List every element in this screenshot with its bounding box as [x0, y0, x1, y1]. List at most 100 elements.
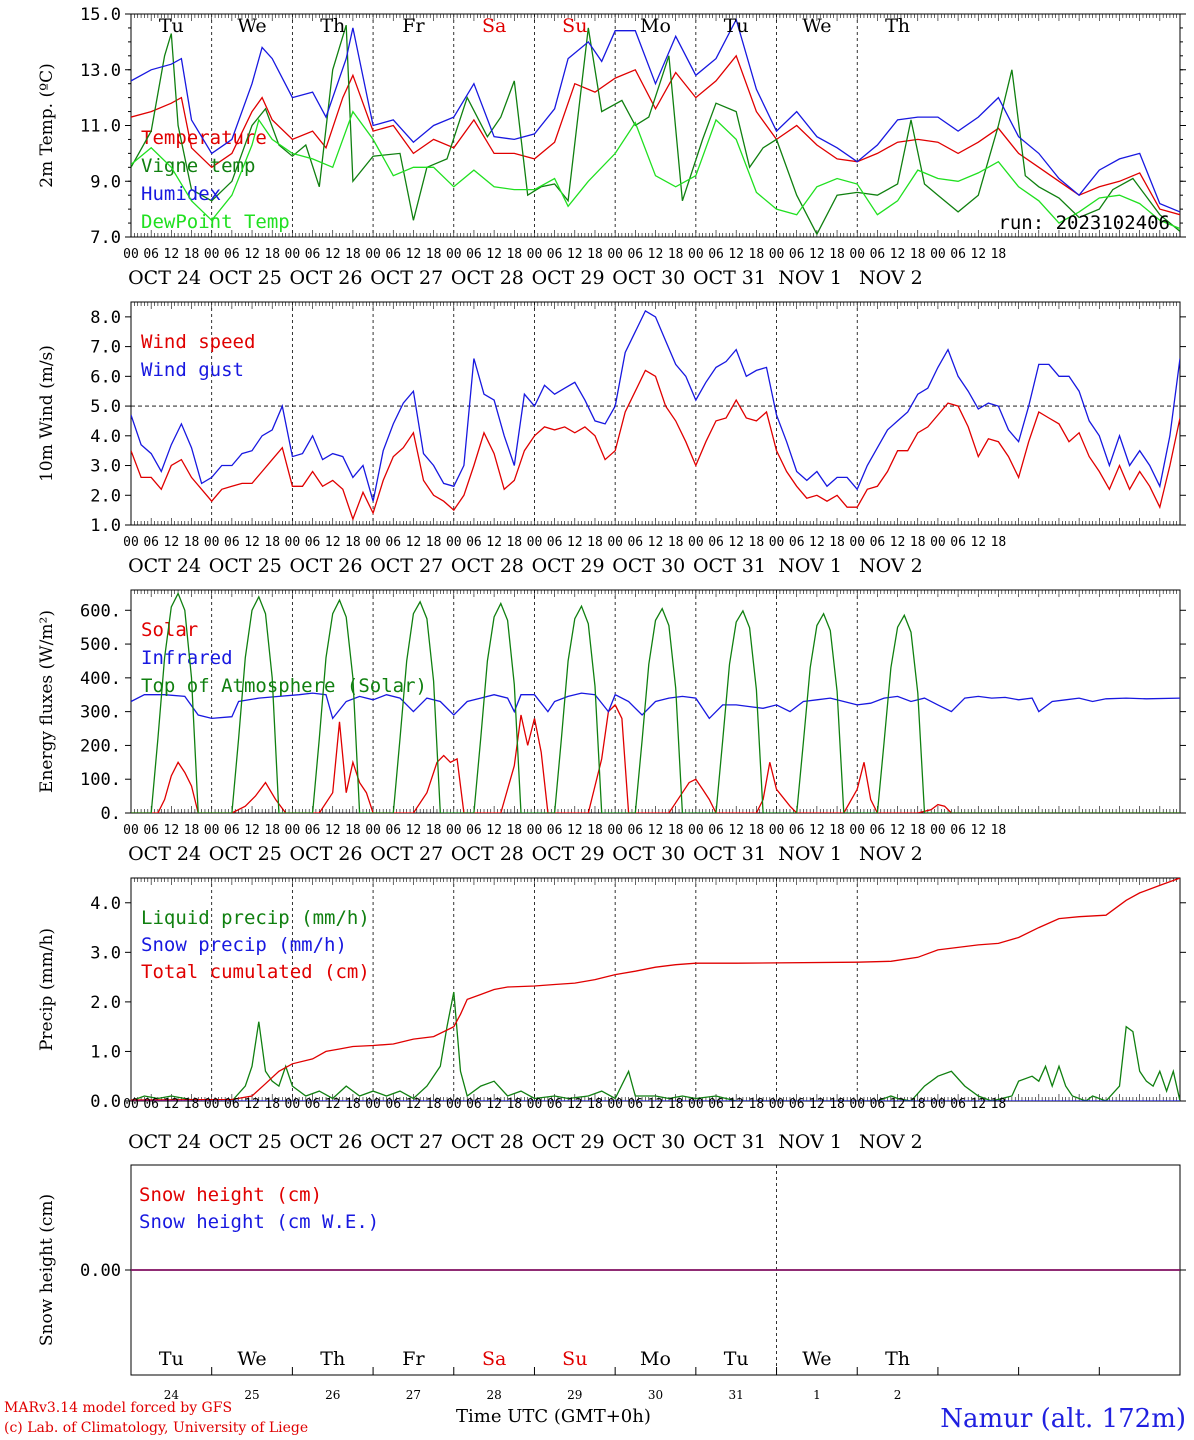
- weekday-label: Tu: [724, 15, 749, 37]
- hour-tick-label: 18: [264, 247, 280, 262]
- panel-energy: 0. 100. 200. 300. 400. 500. 600. Energy fluxes …: [37, 589, 1186, 865]
- weekday-label: Fr: [402, 15, 425, 37]
- y-tick-label: 4.0: [90, 427, 121, 447]
- hour-tick-label: 00: [607, 247, 623, 262]
- hour-tick-label: 00: [930, 823, 946, 838]
- hour-tick-label: 06: [627, 247, 643, 262]
- legend-entry: Snow height (cm): [139, 1184, 322, 1206]
- weekday-label: Th: [320, 15, 345, 37]
- hour-tick-label: 06: [385, 535, 401, 550]
- hour-tick-label: 06: [708, 247, 724, 262]
- hour-tick-label: 18: [264, 823, 280, 838]
- panel-snow: 0.00 Snow height (cm) Snow height (cm) Snow…: [37, 1164, 1186, 1402]
- date-label: OCT 29: [532, 555, 605, 577]
- y-axis-label: Snow height (cm): [37, 1194, 57, 1346]
- hour-tick-label: 00: [123, 823, 139, 838]
- hour-tick-label: 00: [769, 535, 785, 550]
- hour-tick-label: 18: [345, 535, 361, 550]
- hour-tick-label: 12: [890, 1097, 906, 1112]
- hour-tick-label: 18: [749, 247, 765, 262]
- legend-entry: Snow height (cm W.E.): [139, 1211, 379, 1233]
- hour-tick-label: 12: [244, 1097, 260, 1112]
- weekday-label: Sa: [482, 1348, 506, 1370]
- hour-tick-label: 18: [184, 535, 200, 550]
- hour-tick-label: 18: [184, 1097, 200, 1112]
- panel-temp: 7.0 9.0 11.0 13.0 15.0 2m Temp. (ºC) Temperatu…: [37, 5, 1186, 289]
- hour-tick-label: 06: [627, 535, 643, 550]
- hour-tick-label: 12: [728, 535, 744, 550]
- weekday-label: Mo: [640, 15, 671, 37]
- hour-tick-label: 18: [264, 535, 280, 550]
- y-tick-label: 3.0: [90, 943, 121, 963]
- weekday-label: Tu: [724, 1348, 749, 1370]
- date-label: OCT 28: [451, 1131, 524, 1153]
- hour-tick-label: 00: [204, 1097, 220, 1112]
- date-label: OCT 27: [370, 267, 443, 289]
- hour-tick-label: 12: [809, 247, 825, 262]
- hour-tick-label: 12: [486, 1097, 502, 1112]
- hour-tick-label: 00: [688, 823, 704, 838]
- weekday-label: Th: [885, 15, 910, 37]
- hour-tick-label: 12: [890, 247, 906, 262]
- panel-precip: 0.0 1.0 2.0 3.0 4.0 Precip (mm/h) Liquid preci…: [37, 877, 1186, 1153]
- date-label: OCT 24: [128, 555, 201, 577]
- hour-tick-label: 06: [143, 247, 159, 262]
- hour-tick-label: 00: [930, 1097, 946, 1112]
- hour-tick-label: 00: [607, 823, 623, 838]
- series-line-infrared: [131, 692, 1180, 720]
- y-tick-label: 2.0: [90, 486, 121, 506]
- date-label: NOV 2: [859, 555, 923, 577]
- date-label: OCT 26: [289, 843, 362, 865]
- legend-entry: Wind gust: [141, 359, 244, 381]
- date-label: OCT 25: [209, 555, 282, 577]
- hour-tick-label: 00: [123, 535, 139, 550]
- hour-tick-label: 00: [849, 247, 865, 262]
- hour-tick-label: 12: [164, 1097, 180, 1112]
- hour-tick-label: 06: [950, 535, 966, 550]
- hour-tick-label: 18: [345, 247, 361, 262]
- date-label: OCT 29: [532, 1131, 605, 1153]
- date-label: OCT 30: [612, 843, 685, 865]
- hour-tick-label: 12: [970, 1097, 986, 1112]
- run-annotation: run: 2023102406: [998, 212, 1170, 234]
- hour-tick-label: 06: [789, 823, 805, 838]
- hour-tick-label: 00: [285, 535, 301, 550]
- hour-tick-label: 00: [446, 823, 462, 838]
- hour-tick-label: 12: [648, 535, 664, 550]
- hour-tick-label: 06: [789, 247, 805, 262]
- hour-tick-label: 18: [749, 535, 765, 550]
- hour-tick-label: 12: [486, 247, 502, 262]
- hour-tick-label: 06: [305, 823, 321, 838]
- weekday-label: Mo: [640, 1348, 671, 1370]
- hour-tick-label: 06: [466, 1097, 482, 1112]
- hour-tick-label: 12: [809, 1097, 825, 1112]
- hour-tick-label: 06: [143, 823, 159, 838]
- legend-entry: Total cumulated (cm): [141, 961, 370, 983]
- y-tick-label: 0.00: [80, 1261, 121, 1281]
- hour-tick-label: 12: [406, 1097, 422, 1112]
- time-axis-label: Time UTC (GMT+0h): [456, 1406, 651, 1427]
- hour-tick-label: 06: [870, 823, 886, 838]
- series-line-liquid-precip-mm-h-: [131, 991, 1180, 1101]
- hour-tick-label: 00: [285, 247, 301, 262]
- legend-entry: Infrared: [141, 647, 233, 669]
- weekday-label: Th: [320, 1348, 345, 1370]
- legend-entry: Vigne temp: [141, 155, 255, 177]
- hour-tick-label: 06: [547, 247, 563, 262]
- weekday-label: Fr: [402, 1348, 425, 1370]
- hour-tick-label: 00: [769, 1097, 785, 1112]
- day-number-label: 1: [813, 1388, 821, 1402]
- date-label: NOV 1: [778, 1131, 842, 1153]
- legend-entry: Top of Atmosphere (Solar): [141, 675, 427, 697]
- hour-tick-label: 00: [688, 535, 704, 550]
- hour-tick-label: 12: [728, 1097, 744, 1112]
- date-label: OCT 25: [209, 843, 282, 865]
- hour-tick-label: 06: [385, 823, 401, 838]
- hour-tick-label: 00: [930, 247, 946, 262]
- y-tick-label: 1.0: [90, 516, 121, 536]
- series-line-vigne-temp: [131, 25, 1180, 236]
- y-tick-label: 100.: [80, 770, 121, 790]
- hour-tick-label: 12: [244, 247, 260, 262]
- hour-tick-label: 18: [668, 247, 684, 262]
- date-label: OCT 28: [451, 843, 524, 865]
